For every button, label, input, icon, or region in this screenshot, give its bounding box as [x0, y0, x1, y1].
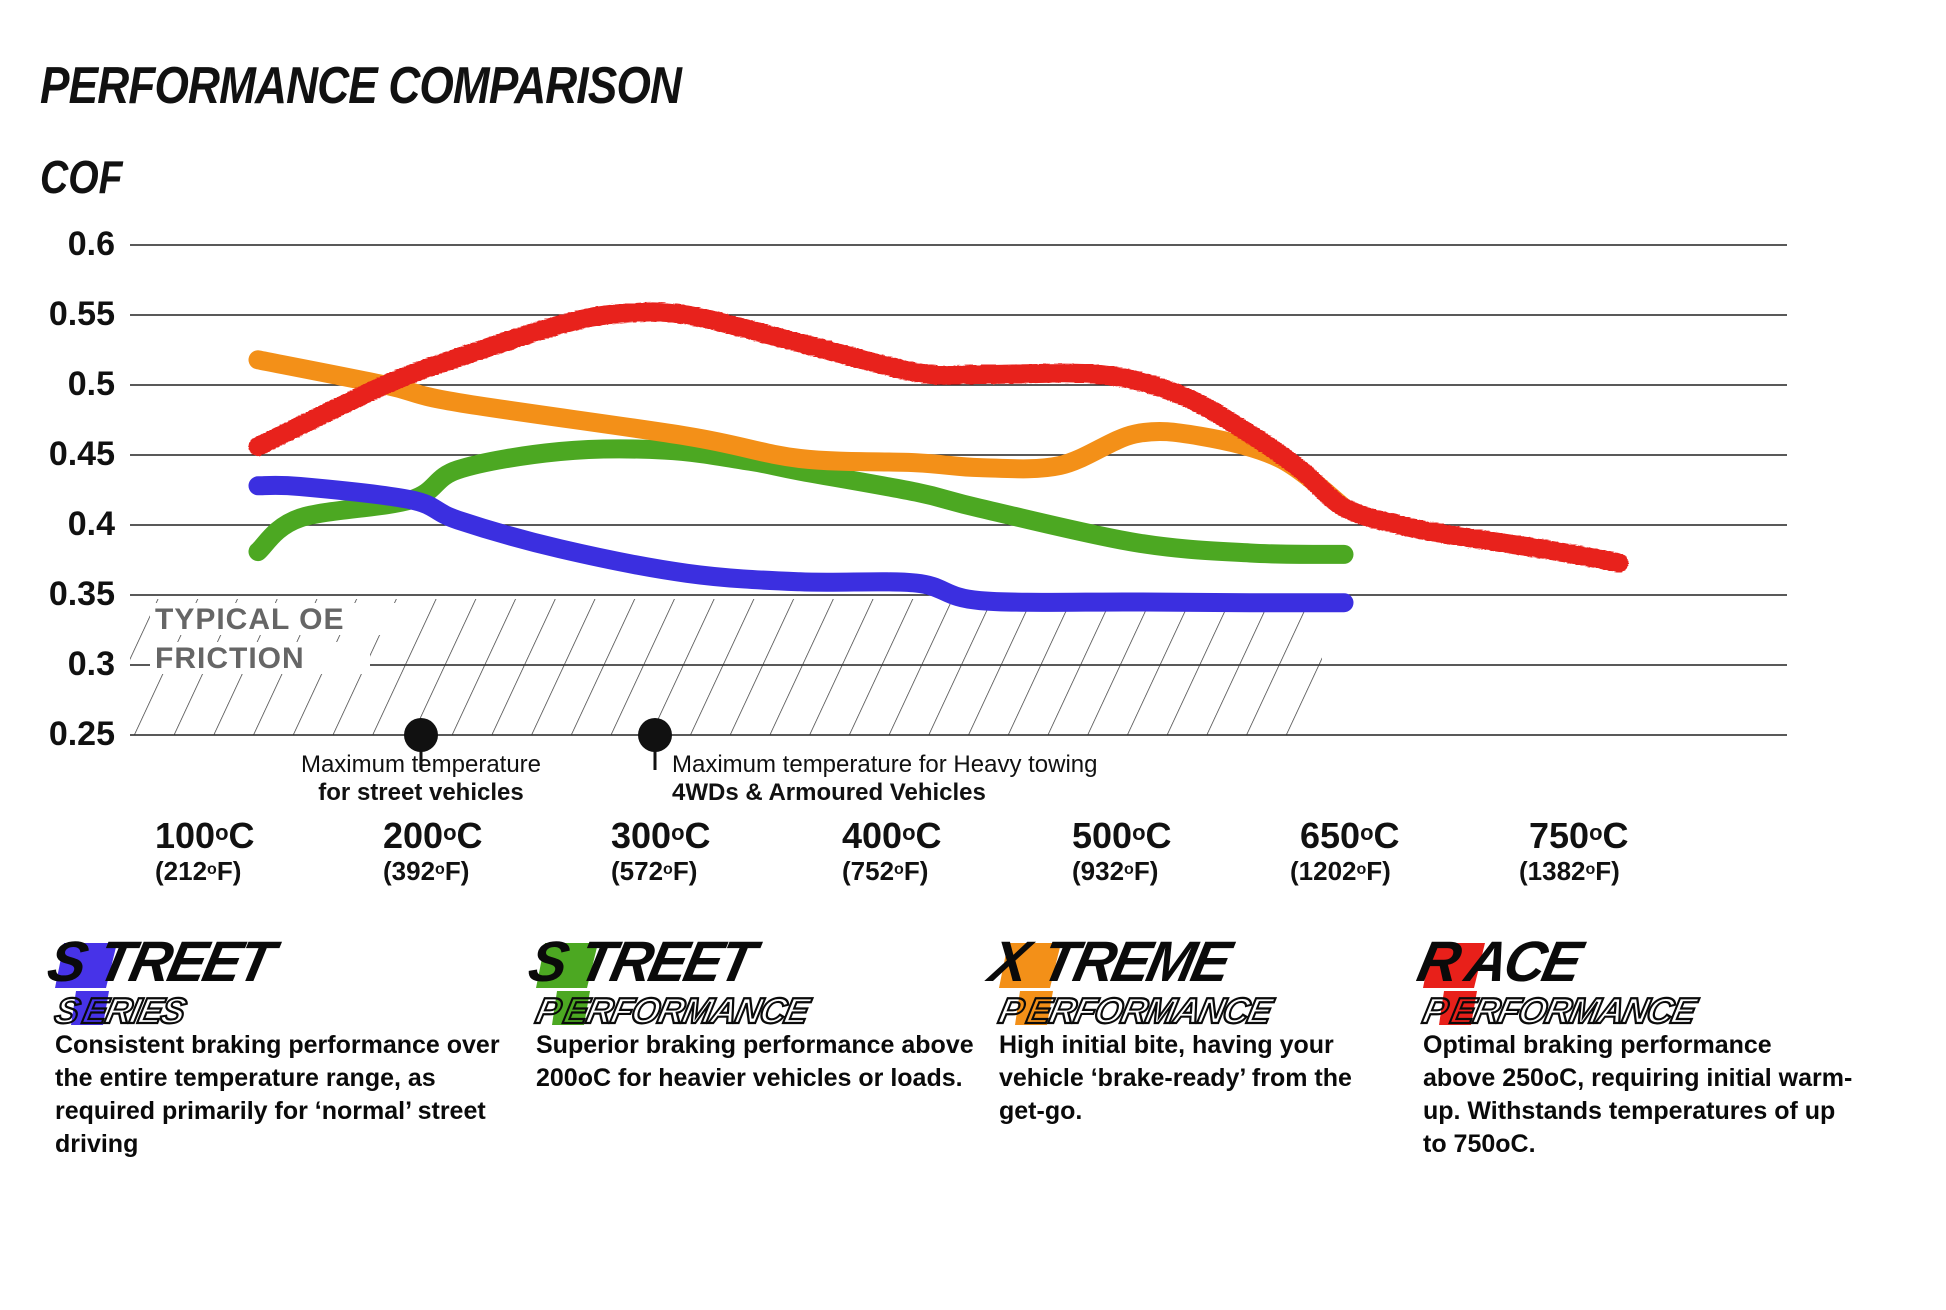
- svg-text:ERIES: ERIES: [79, 990, 189, 1031]
- svg-text:Consistent braking performance: Consistent braking performance over: [55, 1031, 500, 1059]
- svg-text:TREET: TREET: [92, 931, 285, 994]
- svg-text:driving: driving: [55, 1130, 138, 1158]
- svg-text:up. Withstands temperatures of: up. Withstands temperatures of up: [1423, 1097, 1835, 1125]
- svg-text:TREET: TREET: [573, 931, 766, 994]
- svg-text:vehicle ‘brake-ready’ from the: vehicle ‘brake-ready’ from the: [999, 1064, 1352, 1092]
- svg-text:ERFORMANCE: ERFORMANCE: [560, 990, 815, 1031]
- svg-text:get-go.: get-go.: [999, 1097, 1082, 1125]
- svg-text:ACE: ACE: [1458, 931, 1589, 994]
- svg-text:to 750oC.: to 750oC.: [1423, 1130, 1536, 1158]
- svg-text:ERFORMANCE: ERFORMANCE: [1023, 990, 1278, 1031]
- svg-text:above 250oC, requiring initial: above 250oC, requiring initial warm-: [1423, 1064, 1852, 1092]
- svg-text:200oC for heavier vehicles or: 200oC for heavier vehicles or loads.: [536, 1064, 963, 1092]
- svg-text:High initial bite, having your: High initial bite, having your: [999, 1031, 1334, 1059]
- svg-text:required primarily for ‘normal: required primarily for ‘normal’ street: [55, 1097, 486, 1125]
- svg-text:ERFORMANCE: ERFORMANCE: [1447, 990, 1702, 1031]
- svg-text:the entire temperature range,: the entire temperature range, as: [55, 1064, 436, 1092]
- svg-text:Superior braking performance a: Superior braking performance above: [536, 1031, 974, 1059]
- svg-text:Optimal braking performance: Optimal braking performance: [1423, 1031, 1772, 1059]
- svg-text:TREME: TREME: [1036, 931, 1238, 994]
